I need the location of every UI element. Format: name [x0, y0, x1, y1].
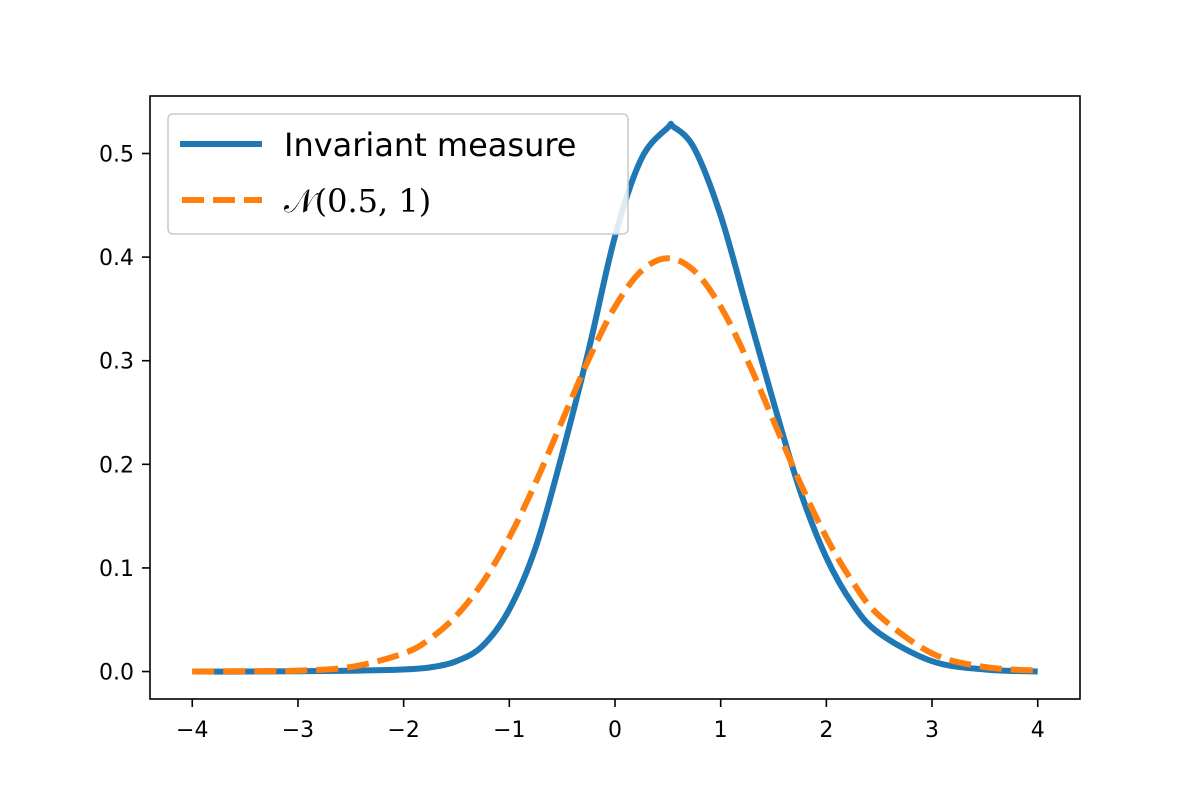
- x-tick-label: 1: [714, 718, 728, 743]
- y-axis-ticks: 0.0 0.1 0.2 0.3 0.4 0.5: [99, 143, 150, 686]
- x-tick-label: −4: [176, 718, 208, 743]
- y-tick-label: 0.0: [99, 661, 134, 686]
- series-layer: [192, 120, 1038, 675]
- legend-label-invariant-measure: Invariant measure: [284, 126, 576, 164]
- y-tick-label: 0.3: [99, 350, 134, 375]
- legend-box: [167, 113, 629, 235]
- y-tick-label: 0.2: [99, 453, 134, 478]
- x-axis-ticks: −4 −3 −2 −1 0 1 2 3 4: [176, 699, 1045, 743]
- x-tick-label: 2: [819, 718, 833, 743]
- series-line-1: [192, 120, 1038, 675]
- series-line-2: [192, 255, 1038, 675]
- x-tick-label: −1: [493, 718, 525, 743]
- legend-label-normal: 𝒩(0.5, 1): [284, 182, 431, 220]
- legend: Invariant measure 𝒩(0.5, 1): [167, 113, 629, 235]
- y-tick-label: 0.5: [99, 143, 134, 168]
- y-tick-label: 0.1: [99, 557, 134, 582]
- x-tick-label: 3: [925, 718, 939, 743]
- x-tick-label: −3: [282, 718, 314, 743]
- y-tick-label: 0.4: [99, 246, 134, 271]
- x-tick-label: −2: [387, 718, 419, 743]
- x-tick-label: 4: [1031, 718, 1045, 743]
- x-tick-label: 0: [608, 718, 622, 743]
